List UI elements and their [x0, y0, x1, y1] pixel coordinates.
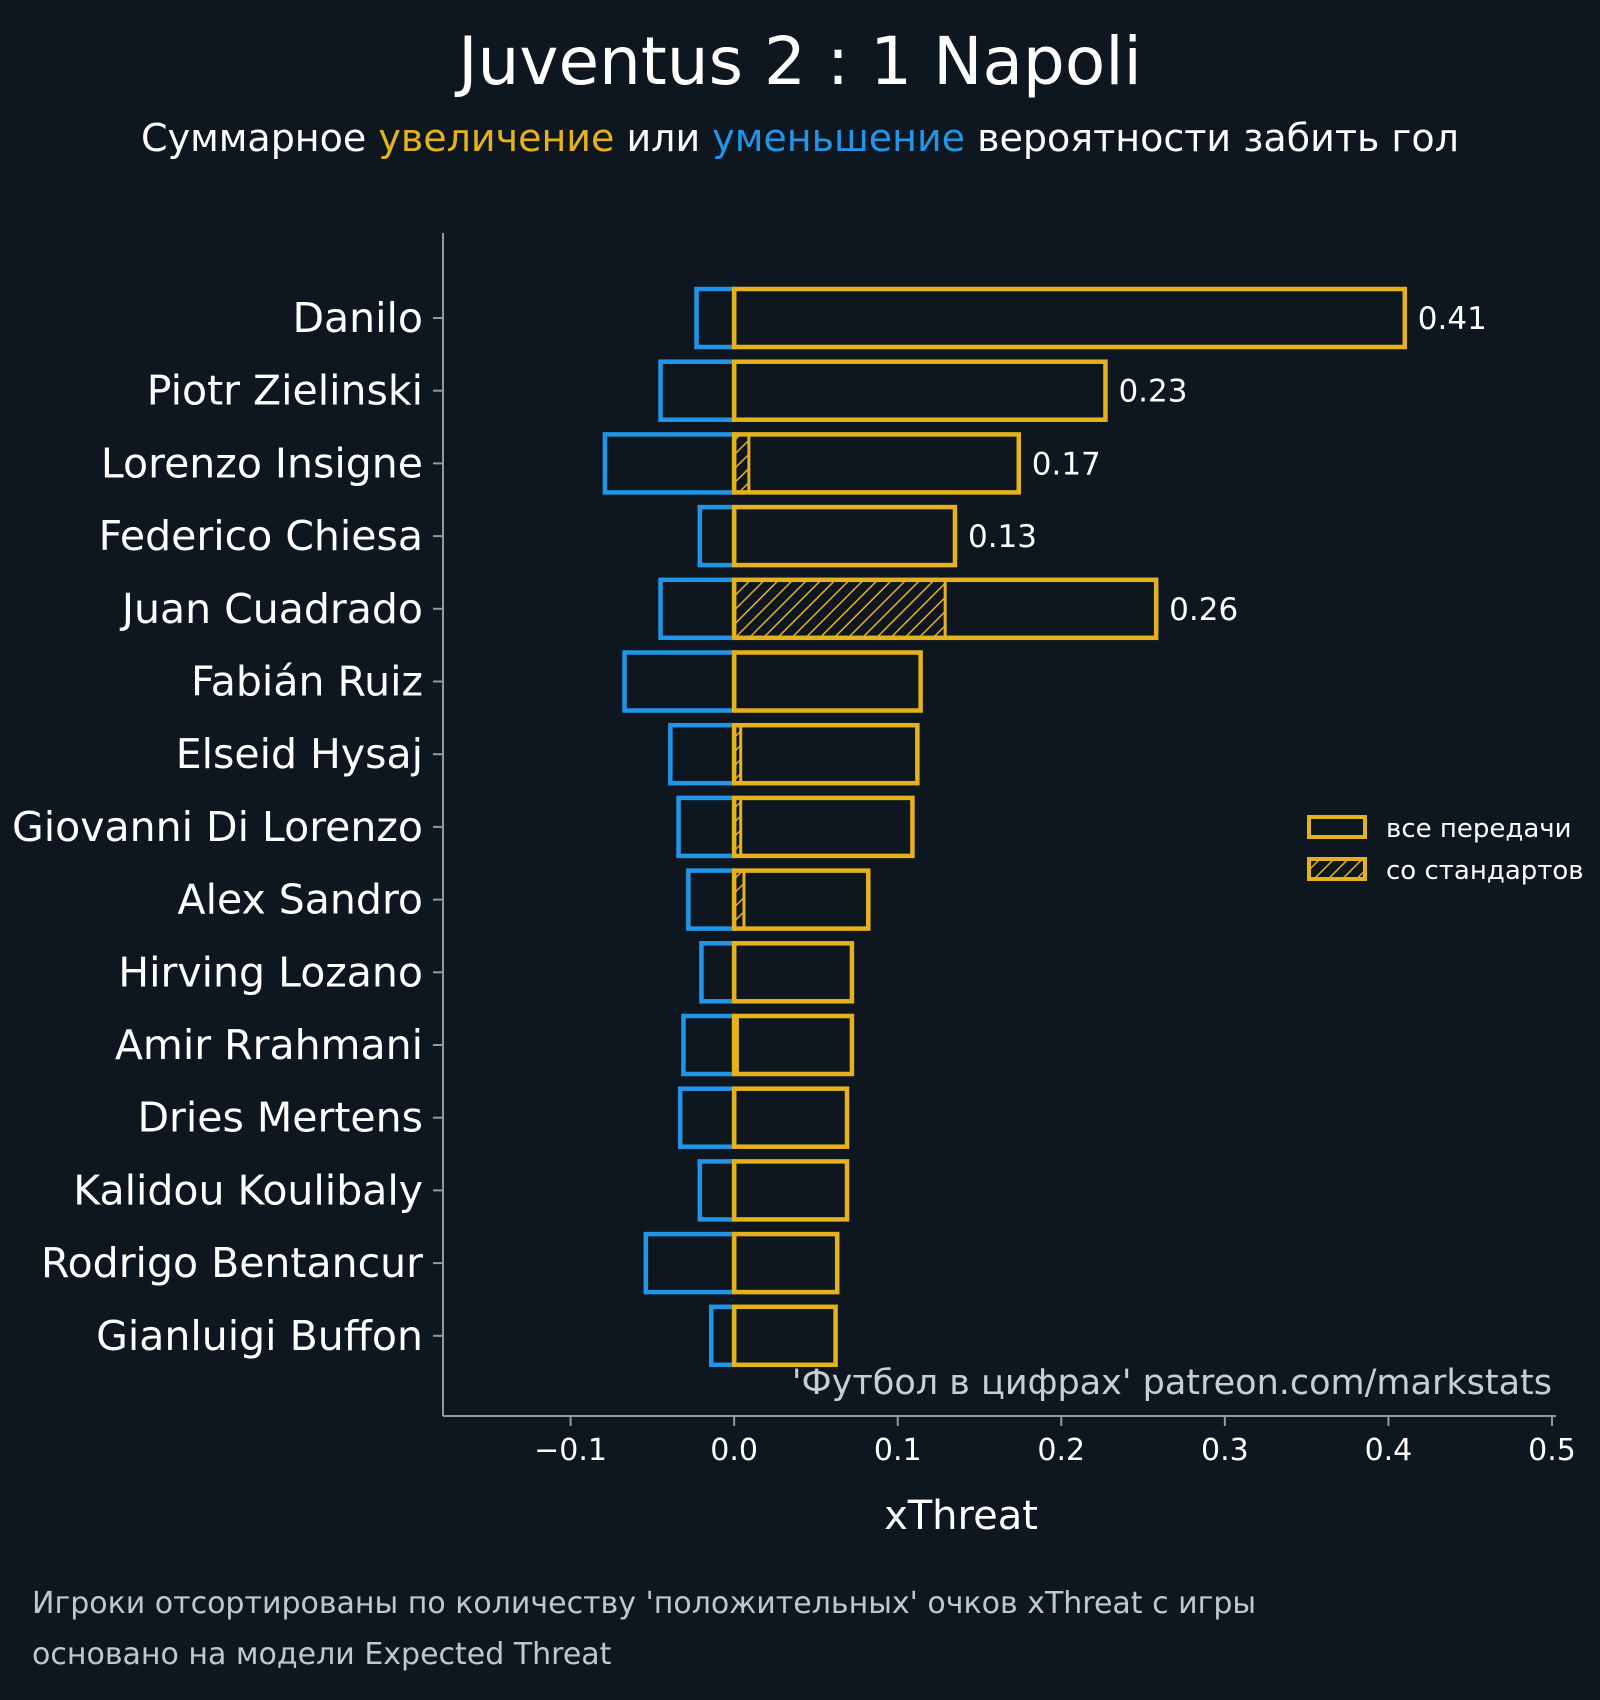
credit-text: 'Футбол в цифрах' patreon.com/markstats [792, 1363, 1552, 1403]
bar-negative-alex-sandro [686, 868, 737, 931]
legend-label-set-pieces: со стандартов [1386, 856, 1584, 886]
bar-negative-amir-rrahmani [681, 1013, 737, 1077]
chart-title: Juventus 2 : 1 Napoli [454, 23, 1142, 100]
footnote-model: основано на модели Expected Threat [32, 1637, 612, 1672]
bar-positive-lorenzo-insigne [731, 432, 1022, 495]
bar-negative-federico-chiesa [697, 504, 737, 568]
bar-positive-juan-cuadrado [731, 577, 1159, 641]
bar-negative-gianluigi-buffon [709, 1304, 737, 1368]
player-label-danilo: Danilo [292, 294, 423, 342]
player-label-rodrigo-bentancur: Rodrigo Bentancur [41, 1239, 423, 1287]
subtitle-negative-word: уменьшение [712, 116, 965, 160]
bar-positive-federico-chiesa [731, 504, 958, 568]
bars-group: 0.41 0.23 0.17 0.13 0.26 [602, 286, 1487, 1368]
player-label-kalidou-koulibaly: Kalidou Koulibaly [73, 1166, 423, 1214]
bar-negative-elseid-hysaj [668, 722, 737, 786]
footnote-sorting: Игроки отсортированы по количеству 'поло… [32, 1586, 1256, 1621]
subtitle-suffix: вероятности забить гол [965, 116, 1459, 160]
x-tick-label: 0.1 [874, 1433, 922, 1468]
bar-set-pieces-juan-cuadrado [732, 578, 947, 640]
bar-positive-giovanni-di-lorenzo [731, 795, 915, 859]
player-label-alex-sandro: Alex Sandro [178, 876, 423, 924]
x-tick-label: −0.1 [534, 1433, 607, 1468]
x-tick-label: 0.4 [1365, 1433, 1413, 1468]
player-label-lorenzo-insigne: Lorenzo Insigne [101, 439, 423, 487]
bar-negative-kalidou-koulibaly [697, 1159, 737, 1222]
x-tick-label: 0.2 [1037, 1433, 1085, 1468]
bar-positive-elseid-hysaj [731, 722, 920, 786]
player-label-elseid-hysaj: Elseid Hysaj [176, 730, 423, 778]
value-label-danilo: 0.41 [1418, 301, 1487, 337]
legend-swatch-all-passes [1307, 815, 1367, 839]
bar-positive-alex-sandro [731, 868, 871, 931]
bar-positive-danilo [731, 286, 1408, 350]
player-label-federico-chiesa: Federico Chiesa [99, 512, 423, 560]
bar-negative-juan-cuadrado [658, 577, 737, 641]
legend-label-all-passes: все передачи [1386, 814, 1572, 844]
bar-negative-danilo [694, 286, 737, 350]
player-label-gianluigi-buffon: Gianluigi Buffon [96, 1312, 423, 1360]
x-tick-label: 0.3 [1201, 1433, 1249, 1468]
bar-positive-piotr-zielinski [731, 359, 1108, 422]
bar-negative-rodrigo-bentancur [643, 1231, 737, 1295]
x-tick-label: 0.5 [1528, 1433, 1576, 1468]
legend: все передачи со стандартов [1307, 814, 1584, 886]
value-label-federico-chiesa: 0.13 [968, 519, 1037, 555]
player-label-dries-mertens: Dries Mertens [137, 1094, 423, 1142]
bar-positive-amir-rrahmani [731, 1013, 855, 1077]
bar-positive-dries-mertens [731, 1086, 850, 1149]
bar-negative-fabian-ruiz [622, 650, 737, 713]
bar-negative-dries-mertens [677, 1086, 737, 1149]
player-label-piotr-zielinski: Piotr Zielinski [147, 367, 423, 415]
x-tick-label: 0.0 [710, 1433, 758, 1468]
value-label-juan-cuadrado: 0.26 [1169, 592, 1238, 628]
bar-positive-gianluigi-buffon [731, 1304, 838, 1368]
bar-positive-kalidou-koulibaly [731, 1159, 850, 1222]
bar-positive-hirving-lozano [731, 941, 855, 1004]
chart-subtitle: Суммарное увеличение или уменьшение веро… [141, 116, 1459, 160]
bar-positive-fabian-ruiz [731, 650, 923, 713]
player-label-giovanni-di-lorenzo: Giovanni Di Lorenzo [12, 803, 423, 851]
value-label-piotr-zielinski: 0.23 [1118, 374, 1187, 410]
bar-negative-piotr-zielinski [658, 359, 737, 422]
subtitle-prefix: Суммарное [141, 116, 378, 160]
player-label-juan-cuadrado: Juan Cuadrado [119, 585, 423, 633]
legend-swatch-set-pieces [1307, 857, 1367, 881]
x-ticks-group: −0.1 0.0 0.1 0.2 0.3 0.4 0.5 [534, 1416, 1576, 1468]
subtitle-middle: или [614, 116, 712, 160]
subtitle-positive-word: увеличение [378, 116, 614, 160]
bar-positive-rodrigo-bentancur [731, 1231, 840, 1295]
player-label-fabian-ruiz: Fabián Ruiz [191, 658, 423, 706]
player-labels-group: Danilo Piotr Zielinski Lorenzo Insigne Fede… [12, 294, 443, 1360]
bar-negative-giovanni-di-lorenzo [676, 795, 737, 859]
player-label-amir-rrahmani: Amir Rrahmani [115, 1021, 423, 1069]
value-label-lorenzo-insigne: 0.17 [1032, 446, 1101, 482]
bar-negative-lorenzo-insigne [602, 432, 737, 495]
x-axis-label: xThreat [884, 1493, 1038, 1539]
player-label-hirving-lozano: Hirving Lozano [118, 948, 423, 996]
bar-negative-hirving-lozano [699, 941, 737, 1004]
